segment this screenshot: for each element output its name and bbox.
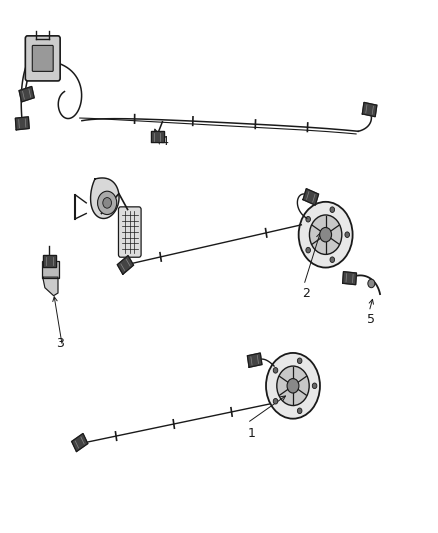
FancyBboxPatch shape: [25, 36, 60, 81]
Circle shape: [299, 202, 353, 268]
Circle shape: [312, 383, 317, 389]
Circle shape: [297, 408, 302, 414]
Circle shape: [287, 378, 299, 393]
Polygon shape: [247, 353, 262, 367]
Text: 3: 3: [56, 337, 64, 350]
Circle shape: [266, 353, 320, 419]
Polygon shape: [303, 189, 318, 205]
Polygon shape: [43, 255, 56, 267]
Polygon shape: [362, 102, 377, 117]
Circle shape: [330, 257, 335, 262]
Polygon shape: [343, 272, 357, 285]
Circle shape: [98, 191, 117, 215]
Text: 1: 1: [248, 427, 256, 440]
Polygon shape: [117, 255, 134, 274]
Polygon shape: [72, 433, 88, 451]
Circle shape: [277, 366, 309, 406]
Circle shape: [306, 216, 311, 222]
Polygon shape: [43, 277, 58, 296]
Circle shape: [368, 279, 375, 288]
Text: 4: 4: [161, 135, 169, 148]
Circle shape: [297, 358, 302, 364]
Polygon shape: [151, 131, 164, 142]
Polygon shape: [91, 178, 119, 219]
FancyBboxPatch shape: [42, 261, 59, 278]
FancyBboxPatch shape: [118, 207, 141, 257]
Circle shape: [345, 232, 350, 238]
Circle shape: [273, 368, 278, 373]
Circle shape: [320, 228, 332, 242]
Polygon shape: [19, 86, 34, 102]
FancyBboxPatch shape: [32, 45, 53, 71]
Circle shape: [103, 198, 112, 208]
Circle shape: [306, 247, 311, 253]
Circle shape: [309, 215, 342, 254]
Circle shape: [330, 207, 335, 213]
Text: 2: 2: [302, 287, 310, 300]
Text: 5: 5: [367, 313, 375, 326]
Circle shape: [273, 399, 278, 404]
Polygon shape: [15, 117, 29, 130]
